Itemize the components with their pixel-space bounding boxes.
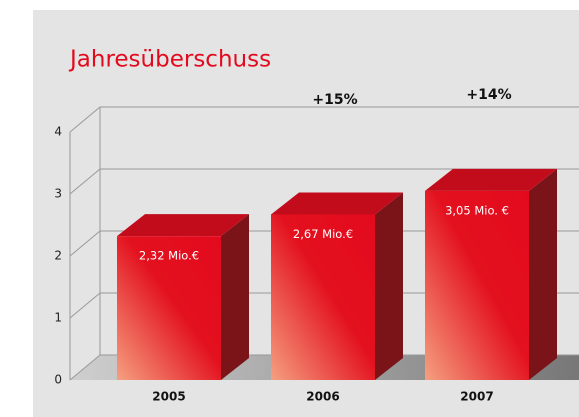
annotation: +14% xyxy=(466,87,511,103)
x-tick-label: 2005 xyxy=(152,390,185,404)
bar-top xyxy=(425,168,557,191)
bar-top xyxy=(271,192,403,215)
x-tick-label: 2007 xyxy=(460,390,493,404)
data-label: 3,05 Mio. € xyxy=(445,203,509,217)
grid-line xyxy=(69,106,579,133)
bar-side xyxy=(221,214,249,380)
y-tick-label: 0 xyxy=(54,373,62,387)
annotation: +15% xyxy=(312,92,357,108)
bar xyxy=(117,236,221,380)
chart-title: Jahresüberschuss xyxy=(68,47,271,73)
grid-line xyxy=(69,354,579,381)
y-tick-label: 3 xyxy=(54,187,62,201)
y-tick-label: 1 xyxy=(54,311,62,325)
bar xyxy=(271,214,375,380)
y-tick-label: 4 xyxy=(54,125,62,139)
bar-top xyxy=(117,214,249,237)
bar xyxy=(425,190,529,380)
grid-line xyxy=(69,230,579,257)
grid-line xyxy=(69,168,579,195)
grid-line xyxy=(69,292,579,319)
data-label: 2,32 Mio.€ xyxy=(139,249,199,263)
bar-side xyxy=(529,168,557,380)
data-label: 2,67 Mio.€ xyxy=(293,227,353,241)
y-tick-label: 2 xyxy=(54,249,62,263)
bar-side xyxy=(375,192,403,380)
x-tick-label: 2006 xyxy=(306,390,339,404)
